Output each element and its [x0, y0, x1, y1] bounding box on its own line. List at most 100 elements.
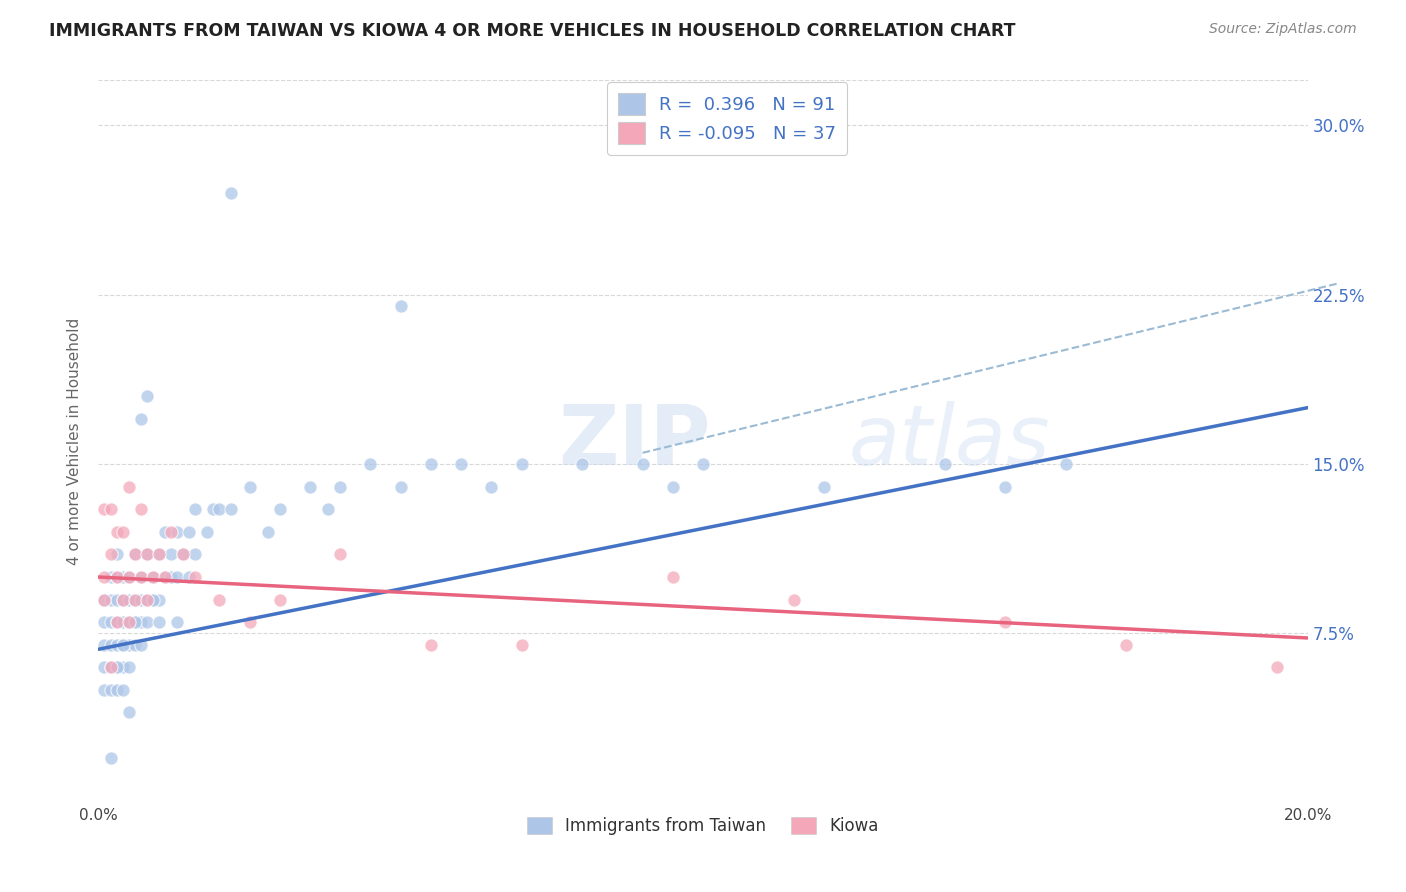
Point: [202, 502, 225, 516]
Point: [118, 660, 141, 674]
Y-axis label: 4 or more Vehicles in Household: 4 or more Vehicles in Household: [67, 318, 83, 566]
Point: [111, 570, 134, 584]
Point: [129, 570, 152, 584]
Point: [105, 638, 128, 652]
Text: atlas: atlas: [848, 401, 1050, 482]
Point: [105, 570, 128, 584]
Point: [142, 592, 165, 607]
Point: [129, 592, 152, 607]
Point: [221, 186, 243, 201]
Point: [166, 615, 188, 630]
Point: [105, 660, 128, 674]
Point: [269, 592, 291, 607]
Point: [420, 638, 443, 652]
Point: [148, 615, 170, 630]
Point: [111, 638, 134, 652]
Point: [221, 502, 243, 516]
Point: [481, 480, 503, 494]
Point: [129, 615, 152, 630]
Point: [93, 638, 115, 652]
Text: IMMIGRANTS FROM TAIWAN VS KIOWA 4 OR MORE VEHICLES IN HOUSEHOLD CORRELATION CHAR: IMMIGRANTS FROM TAIWAN VS KIOWA 4 OR MOR…: [49, 22, 1015, 40]
Point: [142, 592, 165, 607]
Point: [100, 570, 122, 584]
Point: [148, 548, 170, 562]
Point: [160, 524, 183, 539]
Point: [172, 548, 194, 562]
Point: [166, 524, 188, 539]
Point: [111, 682, 134, 697]
Point: [1054, 457, 1077, 471]
Point: [118, 638, 141, 652]
Point: [661, 480, 683, 494]
Point: [239, 480, 262, 494]
Point: [100, 615, 122, 630]
Point: [93, 660, 115, 674]
Point: [179, 570, 201, 584]
Point: [129, 502, 152, 516]
Point: [172, 548, 194, 562]
Point: [118, 570, 141, 584]
Point: [299, 480, 322, 494]
Point: [105, 570, 128, 584]
Point: [135, 389, 157, 403]
Point: [111, 592, 134, 607]
Point: [105, 524, 128, 539]
Point: [208, 502, 231, 516]
Point: [118, 480, 141, 494]
Point: [93, 592, 115, 607]
Point: [661, 570, 683, 584]
Point: [118, 570, 141, 584]
Point: [105, 615, 128, 630]
Point: [124, 615, 146, 630]
Point: [124, 548, 146, 562]
Text: ZIP: ZIP: [558, 401, 710, 482]
Point: [184, 570, 207, 584]
Point: [105, 660, 128, 674]
Point: [994, 480, 1017, 494]
Point: [153, 524, 176, 539]
Point: [100, 592, 122, 607]
Point: [111, 660, 134, 674]
Point: [160, 548, 183, 562]
Point: [208, 592, 231, 607]
Point: [142, 570, 165, 584]
Point: [195, 524, 218, 539]
Point: [111, 524, 134, 539]
Point: [118, 615, 141, 630]
Point: [571, 457, 593, 471]
Point: [105, 682, 128, 697]
Point: [100, 660, 122, 674]
Point: [934, 457, 956, 471]
Point: [135, 548, 157, 562]
Point: [118, 592, 141, 607]
Point: [153, 570, 176, 584]
Point: [329, 480, 352, 494]
Point: [93, 570, 115, 584]
Point: [1267, 660, 1289, 674]
Point: [813, 480, 835, 494]
Point: [179, 524, 201, 539]
Point: [105, 592, 128, 607]
Point: [510, 457, 533, 471]
Point: [184, 548, 207, 562]
Point: [100, 548, 122, 562]
Point: [269, 502, 291, 516]
Legend: Immigrants from Taiwan, Kiowa: Immigrants from Taiwan, Kiowa: [520, 810, 886, 841]
Point: [111, 592, 134, 607]
Point: [100, 660, 122, 674]
Point: [692, 457, 714, 471]
Point: [129, 638, 152, 652]
Point: [160, 570, 183, 584]
Point: [93, 502, 115, 516]
Point: [256, 524, 278, 539]
Point: [135, 592, 157, 607]
Point: [111, 615, 134, 630]
Point: [124, 638, 146, 652]
Point: [316, 502, 339, 516]
Point: [105, 615, 128, 630]
Point: [105, 548, 128, 562]
Point: [129, 570, 152, 584]
Point: [93, 592, 115, 607]
Text: Source: ZipAtlas.com: Source: ZipAtlas.com: [1209, 22, 1357, 37]
Point: [450, 457, 472, 471]
